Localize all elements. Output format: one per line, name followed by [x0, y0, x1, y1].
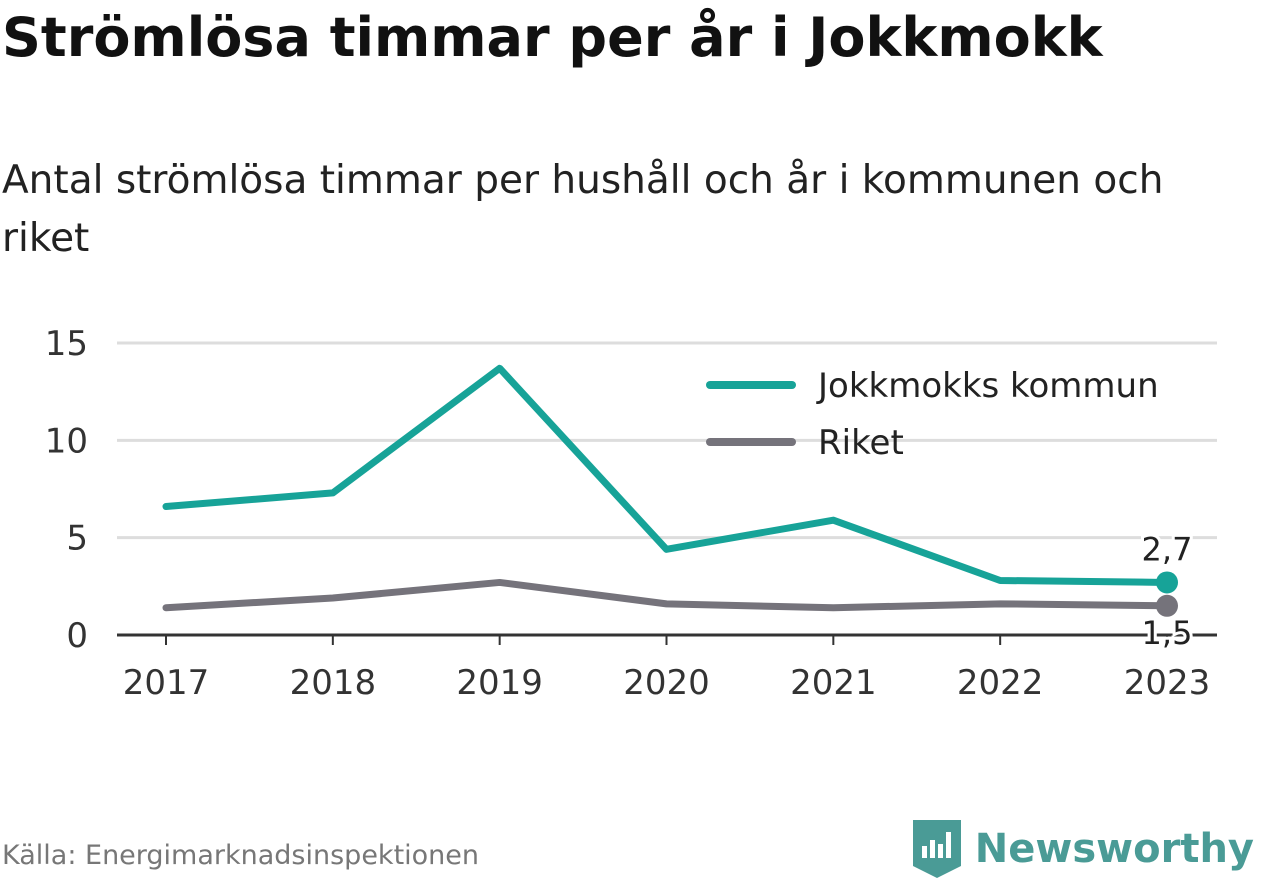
- y-tick-label: 15: [45, 324, 88, 364]
- source-note: Källa: Energimarknadsinspektionen: [2, 840, 480, 871]
- x-tick-label: 2018: [290, 663, 377, 703]
- series-jokkmokk-endpoint: [1156, 571, 1178, 594]
- chart-title: Strömlösa timmar per år i Jokkmokk: [2, 6, 1103, 69]
- x-tick-label: 2019: [456, 663, 543, 703]
- series-riket-endpoint: [1156, 594, 1178, 617]
- legend-label: Jokkmokks kommun: [816, 366, 1159, 406]
- series-jokkmokk-line: [162, 364, 1171, 586]
- x-tick-label: 2021: [790, 663, 877, 703]
- series-riket-line: [162, 578, 1171, 612]
- x-tick-label: 2023: [1124, 663, 1211, 703]
- legend-label: Riket: [818, 423, 904, 463]
- y-tick-label: 5: [66, 519, 88, 559]
- x-tick-label: 2020: [623, 663, 710, 703]
- x-tick-label: 2017: [123, 663, 210, 703]
- chart-subtitle: Antal strömlösa timmar per hushåll och å…: [2, 158, 1164, 261]
- series-jokkmokk-end-label: 2,7: [1142, 530, 1193, 568]
- newsworthy-logo-icon: [912, 820, 961, 878]
- series-riket-end-label: 1,5: [1142, 614, 1193, 652]
- brand-name: Newsworthy: [974, 826, 1254, 872]
- y-tick-label: 10: [45, 421, 88, 461]
- x-tick-label: 2022: [957, 663, 1044, 703]
- brand-logo: Newsworthy: [912, 820, 1254, 878]
- y-tick-label: 0: [66, 616, 88, 656]
